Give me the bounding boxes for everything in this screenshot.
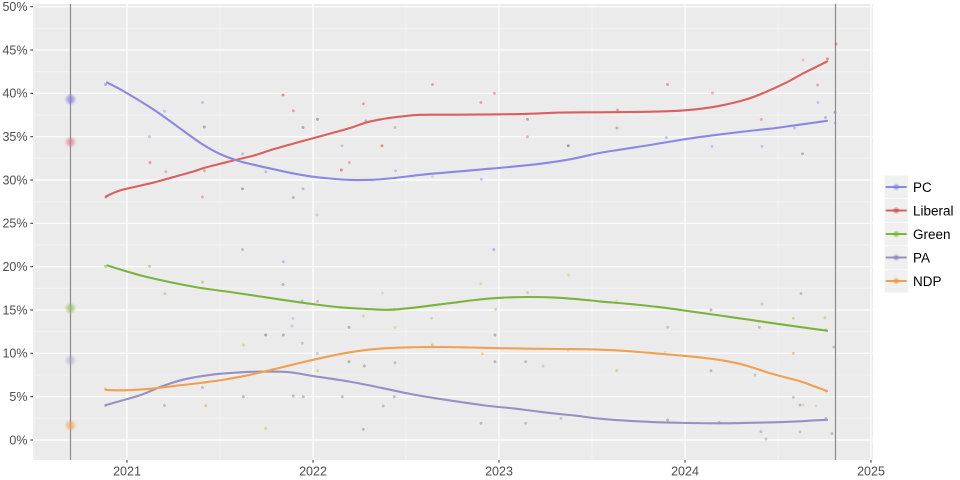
svg-text:0%: 0% bbox=[9, 433, 27, 447]
svg-text:2023: 2023 bbox=[485, 465, 513, 479]
svg-text:15%: 15% bbox=[2, 303, 27, 317]
svg-text:50%: 50% bbox=[2, 0, 27, 14]
svg-text:PC: PC bbox=[913, 180, 932, 195]
svg-text:25%: 25% bbox=[2, 217, 27, 231]
svg-text:Green: Green bbox=[913, 227, 951, 242]
svg-text:NDP: NDP bbox=[913, 274, 942, 289]
svg-text:20%: 20% bbox=[2, 260, 27, 274]
svg-text:45%: 45% bbox=[2, 43, 27, 57]
svg-text:2025: 2025 bbox=[857, 465, 885, 479]
svg-text:10%: 10% bbox=[2, 347, 27, 361]
svg-text:2024: 2024 bbox=[671, 465, 699, 479]
svg-text:2022: 2022 bbox=[299, 465, 327, 479]
svg-text:40%: 40% bbox=[2, 87, 27, 101]
svg-text:30%: 30% bbox=[2, 173, 27, 187]
svg-text:Liberal: Liberal bbox=[913, 203, 954, 218]
svg-text:2021: 2021 bbox=[113, 465, 141, 479]
svg-text:PA: PA bbox=[913, 250, 930, 265]
svg-text:5%: 5% bbox=[9, 390, 27, 404]
svg-text:35%: 35% bbox=[2, 130, 27, 144]
